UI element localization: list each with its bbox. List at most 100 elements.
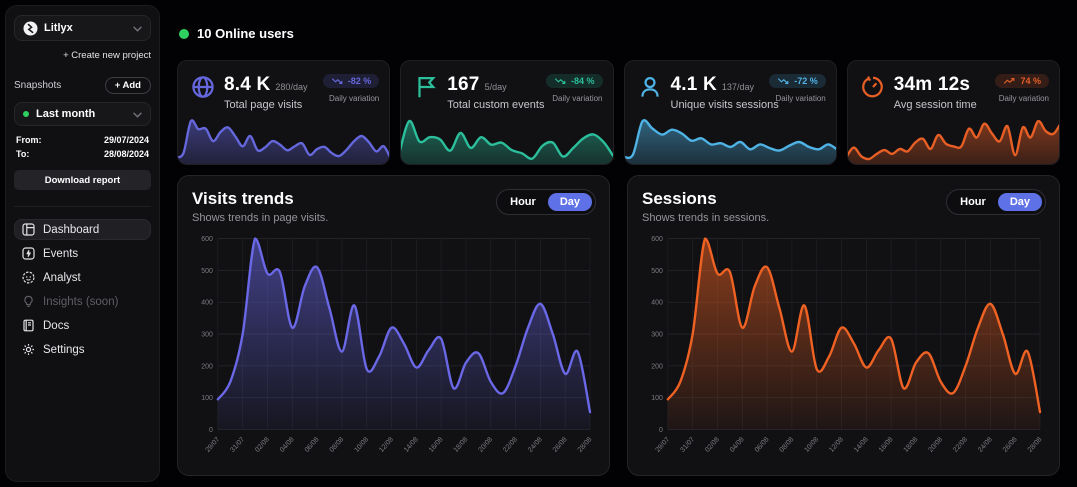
download-report-button[interactable]: Download report xyxy=(14,170,151,190)
svg-text:28/08: 28/08 xyxy=(1027,436,1044,454)
stat-per-day: 280/day xyxy=(275,82,308,92)
day-toggle-button[interactable]: Day xyxy=(997,193,1042,211)
stat-label: Total custom events xyxy=(447,99,545,111)
stat-cards-row: 8.4 K 280/day Total page visits -82 % Da… xyxy=(177,60,1060,165)
svg-text:18/08: 18/08 xyxy=(903,436,920,454)
svg-text:100: 100 xyxy=(201,395,213,402)
trend-down-icon xyxy=(554,78,566,84)
online-status-dot xyxy=(179,28,189,39)
sparkline-chart xyxy=(401,119,613,164)
sessions-chart: 0 100 200 300 400 500 600 29/07 31/07 02/08 04/08 0… xyxy=(651,236,1044,454)
snapshots-label: Snapshots xyxy=(14,80,62,91)
svg-text:24/08: 24/08 xyxy=(527,436,544,454)
trend-down-icon xyxy=(331,78,343,84)
project-selector[interactable]: Litlyx xyxy=(14,15,151,41)
stat-value: 34m 12s xyxy=(893,74,971,95)
stat-label: Unique visits sessions xyxy=(670,99,779,111)
snapshot-select-value: Last month xyxy=(36,108,96,120)
analyst-icon xyxy=(22,271,35,284)
svg-text:08/08: 08/08 xyxy=(779,436,796,454)
svg-text:14/08: 14/08 xyxy=(853,436,870,454)
create-project-link[interactable]: + Create new project xyxy=(63,50,151,61)
events-icon xyxy=(22,247,35,260)
svg-text:100: 100 xyxy=(651,395,663,402)
sessions-panel: Sessions Shows trends in sessions. Hour … xyxy=(627,175,1060,476)
stat-value: 4.1 K xyxy=(670,74,717,95)
sparkline-chart xyxy=(178,119,390,164)
visits-trends-chart: 0 100 200 300 400 500 600 29/07 31/07 02/08 04/08 0… xyxy=(201,236,594,454)
svg-text:08/08: 08/08 xyxy=(329,436,346,454)
sidebar-item-analyst[interactable]: Analyst xyxy=(14,267,151,288)
svg-text:600: 600 xyxy=(651,236,663,243)
svg-text:20/08: 20/08 xyxy=(927,436,944,454)
svg-text:04/08: 04/08 xyxy=(279,436,296,454)
svg-text:0: 0 xyxy=(659,427,663,434)
stat-card-unique-sessions: 4.1 K 137/day Unique visits sessions -72… xyxy=(623,60,837,165)
svg-text:10/08: 10/08 xyxy=(353,436,370,454)
sidebar-item-settings[interactable]: Settings xyxy=(14,339,151,360)
chevron-down-icon xyxy=(133,105,142,123)
panel-subtitle: Shows trends in page visits. xyxy=(192,212,329,224)
to-label: To: xyxy=(16,149,30,159)
from-label: From: xyxy=(16,135,42,145)
snapshot-select[interactable]: Last month xyxy=(14,102,151,126)
svg-text:06/08: 06/08 xyxy=(754,436,771,454)
svg-text:31/07: 31/07 xyxy=(679,436,696,454)
add-snapshot-button[interactable]: + Add xyxy=(104,77,151,94)
variation-badge: 74 % xyxy=(995,74,1049,88)
svg-text:400: 400 xyxy=(651,300,663,307)
settings-icon xyxy=(23,344,34,355)
svg-text:31/07: 31/07 xyxy=(229,436,246,454)
sidebar-item-label: Events xyxy=(43,247,79,260)
stat-card-page-visits: 8.4 K 280/day Total page visits -82 % Da… xyxy=(177,60,391,165)
from-value: 29/07/2024 xyxy=(103,135,149,145)
sidebar-item-dashboard[interactable]: Dashboard xyxy=(14,219,151,240)
sidebar-item-events[interactable]: Events xyxy=(14,243,151,264)
sidebar-item-label: Settings xyxy=(43,343,85,356)
panel-title: Sessions xyxy=(642,189,717,208)
svg-text:26/08: 26/08 xyxy=(552,436,569,454)
svg-text:18/08: 18/08 xyxy=(453,436,470,454)
project-name: Litlyx xyxy=(44,22,73,34)
sidebar-item-label: Insights (soon) xyxy=(43,295,119,308)
litlyx-logo xyxy=(23,21,38,36)
dashboard-icon xyxy=(22,223,35,236)
svg-text:06/08: 06/08 xyxy=(304,436,321,454)
svg-text:12/08: 12/08 xyxy=(828,436,845,454)
sparkline-chart xyxy=(847,119,1059,164)
stat-card-custom-events: 167 5/day Total custom events -84 % Dail… xyxy=(400,60,614,165)
svg-text:16/08: 16/08 xyxy=(878,436,895,454)
sidebar-item-insights[interactable]: Insights (soon) xyxy=(14,291,151,312)
variation-badge: -72 % xyxy=(769,74,826,88)
timer-icon xyxy=(861,76,883,98)
variation-label: Daily variation xyxy=(329,94,380,103)
hour-toggle-button[interactable]: Hour xyxy=(510,196,536,208)
svg-text:28/08: 28/08 xyxy=(577,436,594,454)
hour-day-toggle: Hour Day xyxy=(496,189,596,215)
to-value: 28/08/2024 xyxy=(103,149,149,159)
visits-trends-panel: Visits trends Shows trends in page visit… xyxy=(177,175,610,476)
chart-panels-row: Visits trends Shows trends in page visit… xyxy=(177,175,1060,476)
svg-text:200: 200 xyxy=(651,363,663,370)
trend-up-icon xyxy=(1004,78,1015,84)
variation-label: Daily variation xyxy=(552,94,603,103)
svg-text:600: 600 xyxy=(201,236,213,243)
online-users: 10 Online users xyxy=(179,26,294,41)
sidebar-item-docs[interactable]: Docs xyxy=(14,315,151,336)
svg-text:10/08: 10/08 xyxy=(803,436,820,454)
svg-text:24/08: 24/08 xyxy=(977,436,994,454)
svg-text:04/08: 04/08 xyxy=(729,436,746,454)
sidebar-item-label: Dashboard xyxy=(43,223,100,236)
insights-icon xyxy=(24,295,33,307)
stat-value: 167 xyxy=(447,74,480,95)
variation-label: Daily variation xyxy=(775,94,826,103)
sidebar-item-label: Docs xyxy=(43,319,70,332)
day-toggle-button[interactable]: Day xyxy=(547,193,592,211)
docs-icon xyxy=(23,319,34,332)
main-content: 10 Online users 8.4 K 280/day Total page… xyxy=(177,0,1060,487)
svg-text:14/08: 14/08 xyxy=(403,436,420,454)
stat-per-day: 5/day xyxy=(484,82,507,92)
hour-toggle-button[interactable]: Hour xyxy=(960,196,986,208)
svg-text:12/08: 12/08 xyxy=(378,436,395,454)
